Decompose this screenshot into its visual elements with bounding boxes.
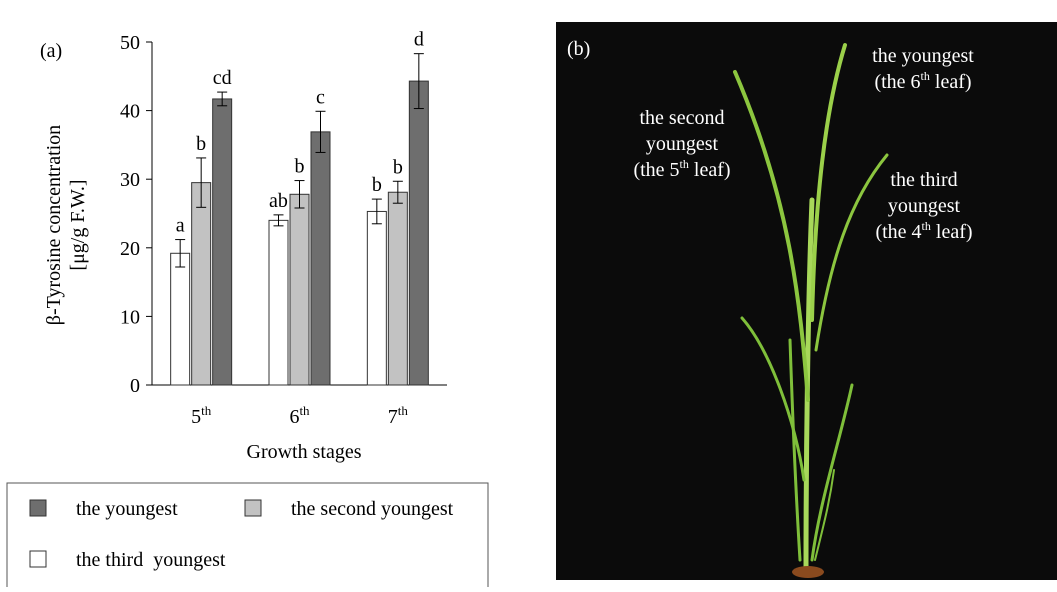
bar	[311, 132, 330, 385]
annotation-part: youngest	[888, 195, 961, 217]
category-suffix: th	[201, 403, 212, 418]
annotation-part: youngest	[646, 133, 719, 155]
x-tick-label: 6th	[289, 403, 310, 428]
y-label-line: [μg/g F.W.]	[67, 179, 89, 270]
annotation-part: the second	[640, 107, 725, 129]
significance-letter: b	[196, 133, 206, 155]
category-suffix: th	[299, 403, 310, 418]
figure: (b) (a) 0 10 20 30 40 50 β-Tyrosine concentrat…	[0, 0, 1057, 587]
x-axis-label: Growth stages	[247, 441, 362, 463]
category: 7	[388, 406, 398, 428]
significance-letter: c	[316, 86, 325, 108]
bar	[171, 253, 190, 385]
significance-letter: ab	[269, 190, 288, 212]
y-axis-label: β-Tyrosine concentration[μg/g F.W.]	[43, 125, 89, 325]
legend-swatch	[245, 500, 261, 516]
photo-annotation: the third	[890, 169, 957, 191]
significance-letter: d	[414, 29, 424, 51]
x-tick-label: 5th	[191, 403, 212, 428]
x-tick-label: 7th	[388, 403, 409, 428]
y-tick-label: 40	[120, 101, 140, 123]
y-tick-label: 20	[120, 238, 140, 260]
legend-label: the youngest	[76, 498, 178, 520]
panel-label: (a)	[40, 40, 62, 62]
photo-annotation: the second	[640, 107, 725, 129]
bar	[269, 220, 288, 385]
annotation-part: leaf)	[689, 159, 731, 181]
annotation-part: th	[922, 219, 931, 233]
annotation-part: (the 4	[875, 221, 921, 243]
photo-annotation: youngest	[646, 133, 719, 155]
bar	[290, 194, 309, 385]
significance-letter: a	[176, 215, 185, 237]
y-tick-label: 30	[120, 169, 140, 191]
bar	[367, 211, 386, 385]
y-tick-label: 10	[120, 306, 140, 328]
legend-label: the second youngest	[291, 498, 454, 520]
bar	[388, 192, 407, 385]
significance-letter: cd	[213, 67, 232, 89]
legend-label: the third youngest	[76, 549, 226, 571]
significance-letter: b	[372, 174, 382, 196]
annotation-part: (the 5	[633, 159, 679, 181]
annotation-part: leaf)	[930, 71, 972, 93]
annotation-part: th	[921, 69, 930, 83]
annotation-part: the youngest	[872, 45, 974, 67]
category: 6	[289, 406, 299, 428]
bar	[213, 99, 232, 385]
significance-letter: b	[393, 156, 403, 178]
annotation-part: (the 6	[874, 71, 920, 93]
bar	[192, 183, 211, 385]
y-tick-label: 50	[120, 32, 140, 54]
legend-swatch	[30, 551, 46, 567]
legend-swatch	[30, 500, 46, 516]
category: 5	[191, 406, 201, 428]
annotation-part: leaf)	[931, 221, 973, 243]
photo-annotation: youngest	[888, 195, 961, 217]
photo-label: (b)	[567, 38, 590, 60]
soil	[792, 566, 824, 578]
y-label-line: β-Tyrosine concentration	[43, 125, 65, 325]
annotation-part: th	[680, 157, 689, 171]
bar	[409, 81, 428, 385]
y-tick-label: 0	[130, 375, 140, 397]
photo-annotation: the youngest	[872, 45, 974, 67]
significance-letter: b	[295, 156, 305, 178]
annotation-part: the third	[890, 169, 957, 191]
category-suffix: th	[398, 403, 409, 418]
